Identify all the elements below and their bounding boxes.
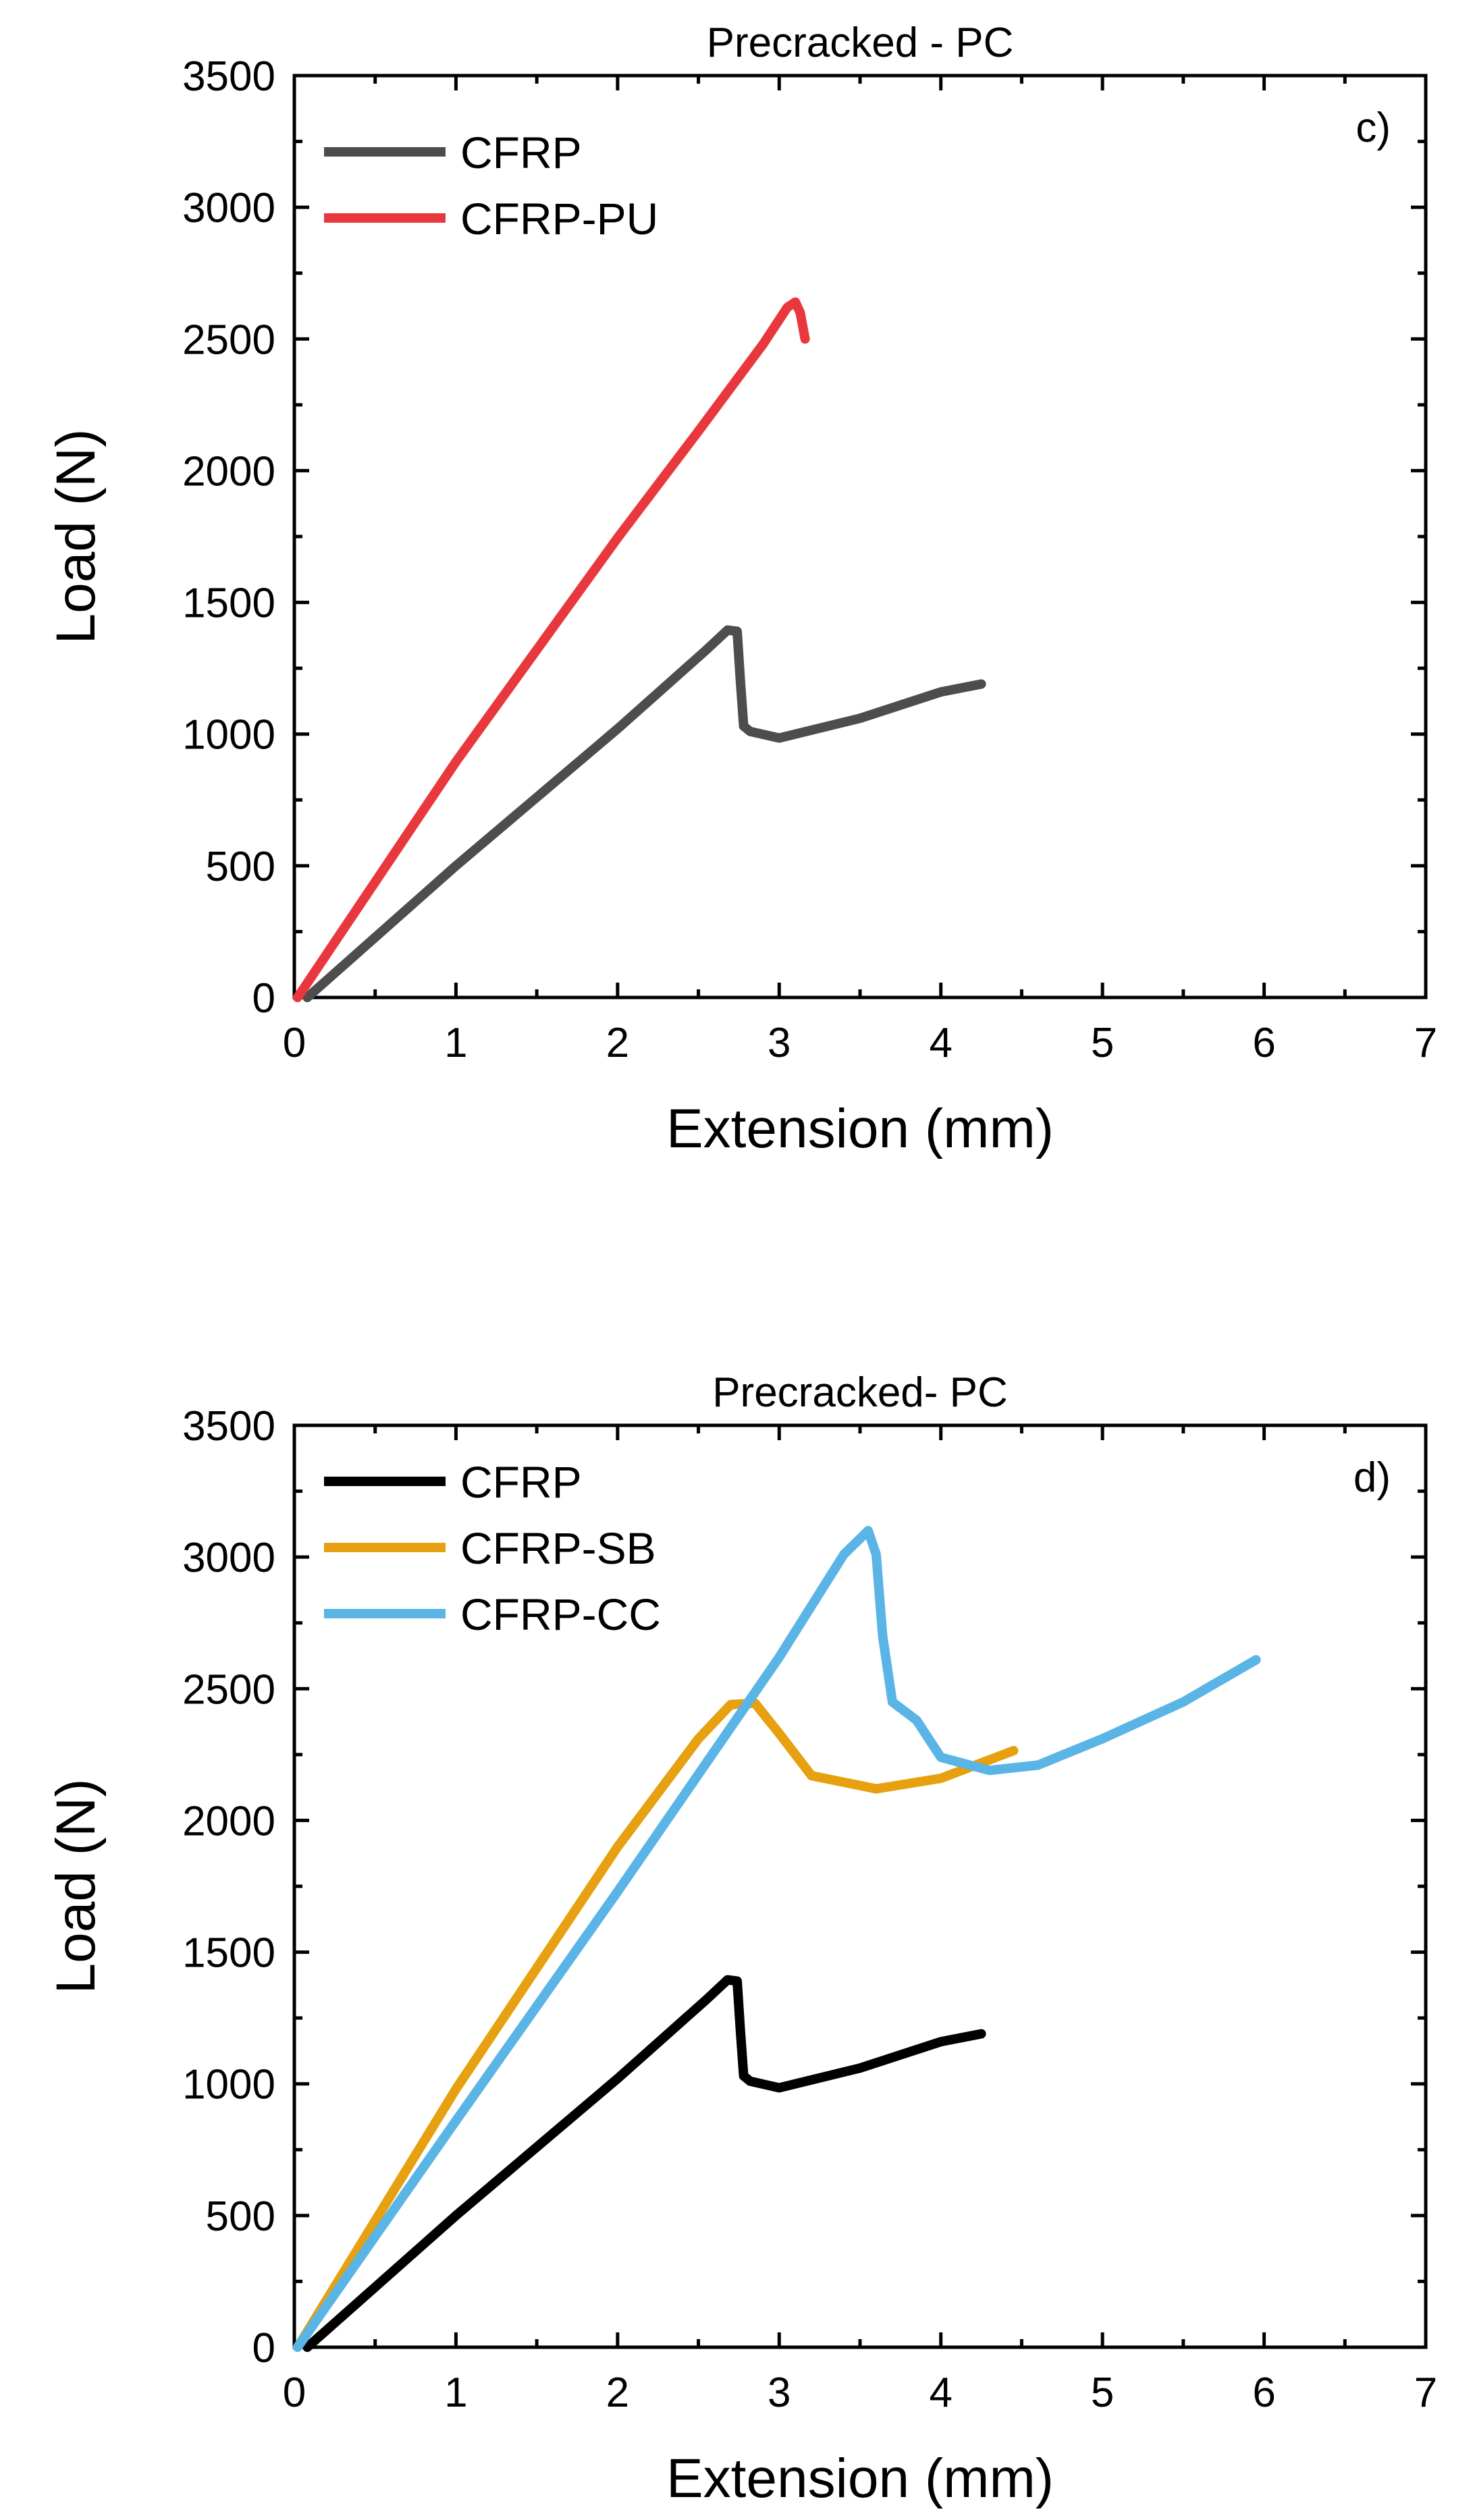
y-tick-label: 3000 — [182, 1535, 275, 1581]
x-tick-label: 1 — [444, 2370, 467, 2416]
x-tick-label: 6 — [1252, 1020, 1275, 1066]
series-line-cfrp — [302, 625, 986, 1002]
y-tick-label: 3500 — [182, 1403, 275, 1450]
y-tick-label: 1000 — [182, 2062, 275, 2108]
legend-label: CFRP — [460, 1457, 582, 1507]
y-tick-label: 0 — [252, 2325, 275, 2372]
legend-label: CFRP-SB — [460, 1523, 656, 1573]
chart-title: Precracked- PC — [712, 1369, 1008, 1416]
panel-label: c) — [1356, 105, 1391, 151]
y-tick-label: 0 — [252, 975, 275, 1022]
x-tick-label: 3 — [768, 2370, 791, 2416]
series-line-cfrp-cc — [292, 1526, 1261, 2352]
x-tick-label: 3 — [768, 1020, 791, 1066]
legend: CFRP CFRP-PU — [324, 128, 658, 244]
y-tick-label: 1500 — [182, 580, 275, 627]
series-line-cfrp-sb — [292, 1698, 1019, 2352]
y-tick-label: 3000 — [182, 185, 275, 231]
series-line-cfrp-pu — [292, 297, 810, 1002]
legend: CFRP CFRP-SB CFRP-CC — [324, 1457, 661, 1639]
panel-label: d) — [1354, 1454, 1391, 1501]
x-tick-label: 0 — [283, 2370, 306, 2416]
legend-label: CFRP-CC — [460, 1589, 661, 1639]
y-axis-label: Load (N) — [45, 429, 107, 644]
y-tick-label: 2500 — [182, 1666, 275, 1713]
y-tick-label: 500 — [206, 2193, 275, 2240]
y-tick-label: 2000 — [182, 1798, 275, 1844]
chart-panel-c: Precracked - PC 0 1 2 3 4 5 6 7 0 500 1000 1500 2000 2… — [45, 20, 1437, 1159]
x-tick-label: 1 — [444, 1020, 467, 1066]
y-tick-label: 1500 — [182, 1930, 275, 1977]
y-tick-label: 1000 — [182, 712, 275, 759]
x-tick-label: 5 — [1091, 1020, 1114, 1066]
y-tick-label: 2500 — [182, 317, 275, 363]
x-tick-label: 7 — [1414, 1020, 1437, 1066]
x-tick-label: 4 — [929, 1020, 952, 1066]
x-axis-label: Extension (mm) — [666, 2448, 1054, 2509]
y-tick-label: 500 — [206, 844, 275, 890]
y-axis-label: Load (N) — [45, 1778, 107, 1994]
legend-label: CFRP-PU — [460, 194, 658, 244]
y-tick-label: 3500 — [182, 53, 275, 100]
x-axis-label: Extension (mm) — [666, 1098, 1054, 1159]
series-line-cfrp — [302, 1975, 986, 2352]
x-tick-label: 5 — [1091, 2370, 1114, 2416]
y-tick-label: 2000 — [182, 448, 275, 495]
x-tick-label: 6 — [1252, 2370, 1275, 2416]
chart-panel-d: Precracked- PC 0 1 2 3 4 5 6 7 0 500 1000 1500 2000 25… — [45, 1369, 1437, 2509]
legend-label: CFRP — [460, 128, 582, 177]
x-tick-label: 4 — [929, 2370, 952, 2416]
x-tick-label: 7 — [1414, 2370, 1437, 2416]
chart-title: Precracked - PC — [707, 20, 1014, 66]
x-tick-label: 2 — [606, 2370, 629, 2416]
x-tick-label: 0 — [283, 1020, 306, 1066]
x-tick-label: 2 — [606, 1020, 629, 1066]
